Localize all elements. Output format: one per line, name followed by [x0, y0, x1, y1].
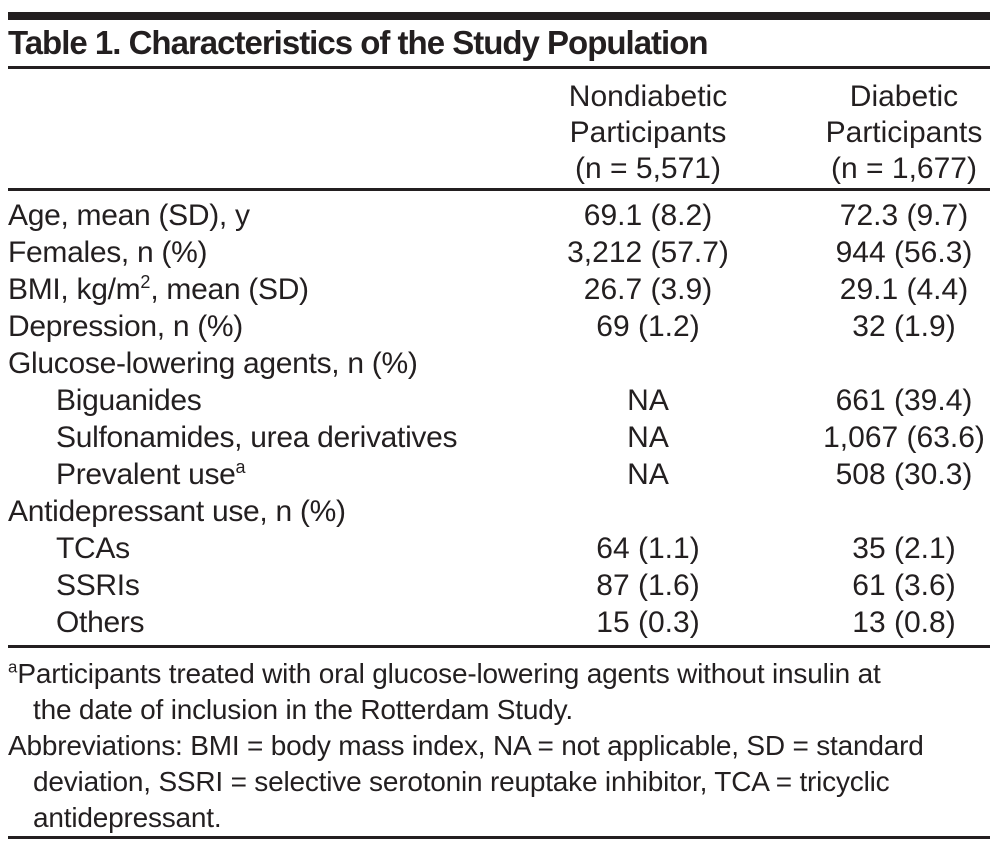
row-label: Biguanides [8, 382, 538, 419]
row-label: Prevalent usea [8, 456, 538, 493]
row-value-diabetic: 35 (2.1) [852, 532, 956, 565]
column-header-nondiabetic: Nondiabetic Participants (n = 5,571) [538, 79, 758, 187]
row-label-text: Antidepressant use, n (%) [8, 495, 346, 528]
row-ssris: SSRIs 87 (1.6) 61 (3.6) [8, 567, 990, 604]
row-label: Depression, n (%) [8, 308, 538, 345]
row-label: Age, mean (SD), y [8, 197, 538, 234]
page-bottom-rule [8, 836, 990, 839]
section-glucose-lowering-agents: Glucose-lowering agents, n (%) [8, 345, 990, 382]
row-label: Others [8, 604, 538, 641]
row-label-superscript: 2 [140, 272, 151, 292]
row-value-nondiabetic: 69.1 (8.2) [583, 199, 713, 232]
footnote-a-text: Participants treated with oral glucose-l… [17, 658, 881, 689]
row-bmi: BMI, kg/m2, mean (SD) 26.7 (3.9) 29.1 (4… [8, 271, 990, 308]
row-label: Females, n (%) [8, 234, 538, 271]
section-label: Antidepressant use, n (%) [8, 493, 538, 530]
row-value-diabetic: 32 (1.9) [852, 310, 956, 343]
row-prevalent-use: Prevalent usea NA 508 (30.3) [8, 456, 990, 493]
paper-table-page: Table 1. Characteristics of the Study Po… [0, 12, 998, 864]
row-label-text: TCAs [56, 532, 130, 565]
row-age: Age, mean (SD), y 69.1 (8.2) 72.3 (9.7) [8, 197, 990, 234]
row-value-nondiabetic [538, 345, 758, 382]
row-depression: Depression, n (%) 69 (1.2) 32 (1.9) [8, 308, 990, 345]
row-label-text: , mean (SD) [150, 273, 309, 306]
row-value-nondiabetic: NA [627, 384, 669, 417]
row-label-text: BMI, kg/m [8, 273, 141, 306]
abbreviations-line-1: Abbreviations: BMI = body mass index, NA… [8, 730, 924, 761]
row-value-nondiabetic: 26.7 (3.9) [583, 273, 713, 306]
row-label-text: SSRIs [56, 569, 140, 602]
row-label: SSRIs [8, 567, 538, 604]
row-females: Females, n (%) 3,212 (57.7) 944 (56.3) [8, 234, 990, 271]
row-value-nondiabetic: 87 (1.6) [596, 569, 700, 602]
header-line: Nondiabetic [568, 80, 728, 113]
table-body: Age, mean (SD), y 69.1 (8.2) 72.3 (9.7) … [8, 191, 990, 645]
header-spacer [8, 79, 538, 187]
row-value-diabetic [758, 493, 990, 530]
row-label: TCAs [8, 530, 538, 567]
row-value-diabetic [758, 345, 990, 382]
header-rule [8, 188, 990, 191]
title-rule [8, 66, 990, 69]
column-header-diabetic: Diabetic Participants (n = 1,677) [758, 79, 990, 187]
row-label: Sulfonamides, urea derivatives [8, 419, 538, 456]
row-value-diabetic: 29.1 (4.4) [839, 273, 969, 306]
abbreviations-line-2: deviation, SSRI = selective serotonin re… [33, 766, 890, 797]
row-label-superscript: a [235, 457, 246, 477]
row-label-text: Biguanides [56, 384, 202, 417]
row-value-nondiabetic [538, 493, 758, 530]
row-sulfonamides: Sulfonamides, urea derivatives NA 1,067 … [8, 419, 990, 456]
footnotes: aParticipants treated with oral glucose-… [8, 648, 990, 836]
row-tcas: TCAs 64 (1.1) 35 (2.1) [8, 530, 990, 567]
header-line: Participants [825, 116, 983, 149]
row-label-text: Sulfonamides, urea derivatives [56, 421, 458, 454]
row-value-nondiabetic: 69 (1.2) [596, 310, 700, 343]
row-value-diabetic: 661 (39.4) [835, 384, 973, 417]
footnote-a-marker: a [8, 657, 18, 677]
row-value-nondiabetic: 64 (1.1) [596, 532, 700, 565]
footnote-a-line-2: the date of inclusion in the Rotterdam S… [33, 694, 573, 725]
row-value-diabetic: 72.3 (9.7) [839, 199, 969, 232]
row-others: Others 15 (0.3) 13 (0.8) [8, 604, 990, 641]
row-value-diabetic: 13 (0.8) [852, 606, 956, 639]
table-header: Nondiabetic Participants (n = 5,571) Dia… [8, 69, 990, 188]
row-label-text: Others [56, 606, 145, 639]
footnote-a-line-1: aParticipants treated with oral glucose-… [8, 656, 990, 692]
row-label-text: Females, n (%) [8, 236, 208, 269]
row-value-diabetic: 508 (30.3) [835, 458, 973, 491]
top-rule [8, 12, 990, 20]
row-value-nondiabetic: 15 (0.3) [596, 606, 700, 639]
row-value-diabetic: 944 (56.3) [835, 236, 973, 269]
abbreviations-line-3: antidepressant. [33, 802, 222, 833]
table-title: Table 1. Characteristics of the Study Po… [8, 24, 709, 61]
header-line: (n = 1,677) [831, 152, 977, 185]
row-label-text: Depression, n (%) [8, 310, 243, 343]
header-line: Participants [569, 116, 727, 149]
row-value-nondiabetic: 3,212 (57.7) [567, 236, 729, 269]
row-label-text: Glucose-lowering agents, n (%) [8, 347, 418, 380]
row-biguanides: Biguanides NA 661 (39.4) [8, 382, 990, 419]
section-label: Glucose-lowering agents, n (%) [8, 345, 538, 382]
section-antidepressant-use: Antidepressant use, n (%) [8, 493, 990, 530]
row-label-text: Age, mean (SD), y [8, 199, 250, 232]
header-line: (n = 5,571) [575, 152, 721, 185]
row-value-nondiabetic: NA [627, 421, 669, 454]
table-bottom-rule [8, 645, 990, 648]
row-value-diabetic: 61 (3.6) [852, 569, 956, 602]
row-label: BMI, kg/m2, mean (SD) [8, 271, 538, 308]
row-label-text: Prevalent use [56, 458, 236, 491]
header-line: Diabetic [849, 80, 959, 113]
row-value-nondiabetic: NA [627, 458, 669, 491]
row-value-diabetic: 1,067 (63.6) [823, 421, 985, 454]
